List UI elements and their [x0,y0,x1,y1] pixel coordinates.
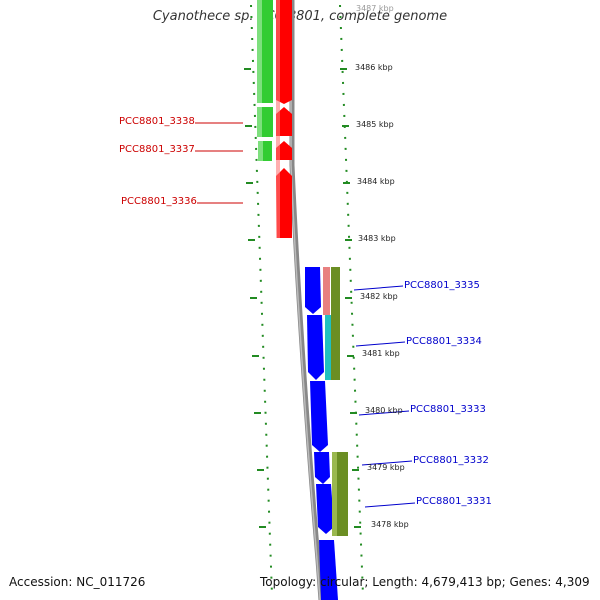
right-track-ticks [340,68,361,528]
kbp-label: 3485 kbp [356,120,394,129]
kbp-label: 3480 kbp [365,406,403,415]
green-feature-3-shade [258,141,263,161]
pink-feature [323,267,330,315]
left-leader-lines [195,122,243,204]
side-features [323,267,348,536]
gene-arrow-blue-5 [316,484,334,534]
green-feature-2-shade [257,107,262,137]
kbp-label: 3479 kbp [367,463,405,472]
gene-label-left[interactable]: PCC8801_3338 [119,116,195,127]
kbp-label: 3487 kbp [356,4,394,13]
kbp-label: 3486 kbp [355,63,393,72]
green-features [257,0,273,161]
genome-backbone [289,0,324,600]
kbp-label: 3478 kbp [371,520,409,529]
gene-arrow-blue-3 [310,381,328,452]
gene-label-left[interactable]: PCC8801_3337 [119,144,195,155]
gene-label-right[interactable]: PCC8801_3335 [404,280,480,291]
gene-label-right[interactable]: PCC8801_3334 [406,336,482,347]
red-genes [276,0,292,238]
genome-summary-text: Topology: circular; Length: 4,679,413 bp… [260,575,590,589]
blue-genes [305,267,338,600]
gene-arrow-blue-6 [319,540,338,600]
kbp-label: 3482 kbp [360,292,398,301]
kbp-label: 3484 kbp [357,177,395,186]
left-track-ticks [244,68,266,528]
right-leader-lines [353,285,416,508]
kbp-label: 3481 kbp [362,349,400,358]
olive-feature-2-shade [332,452,337,536]
gene-label-left[interactable]: PCC8801_3336 [121,196,197,207]
gene-arrow-blue-2 [307,315,324,380]
gene-arrow-red-shade [276,0,280,238]
olive-feature-1 [331,267,340,380]
gene-label-right[interactable]: PCC8801_3333 [410,404,486,415]
cyan-feature [325,315,334,380]
green-feature-1-shade [257,0,262,103]
gene-arrow-blue-1 [305,267,321,314]
accession-text: Accession: NC_011726 [9,575,146,589]
gene-label-right[interactable]: PCC8801_3331 [416,496,492,507]
kbp-label: 3483 kbp [358,234,396,243]
genome-backbone-highlight [290,0,321,600]
gene-label-right[interactable]: PCC8801_3332 [413,455,489,466]
gene-arrow-blue-4 [314,452,330,484]
genome-title: Cyanothece sp. PCC 8801, complete genome [152,9,448,24]
